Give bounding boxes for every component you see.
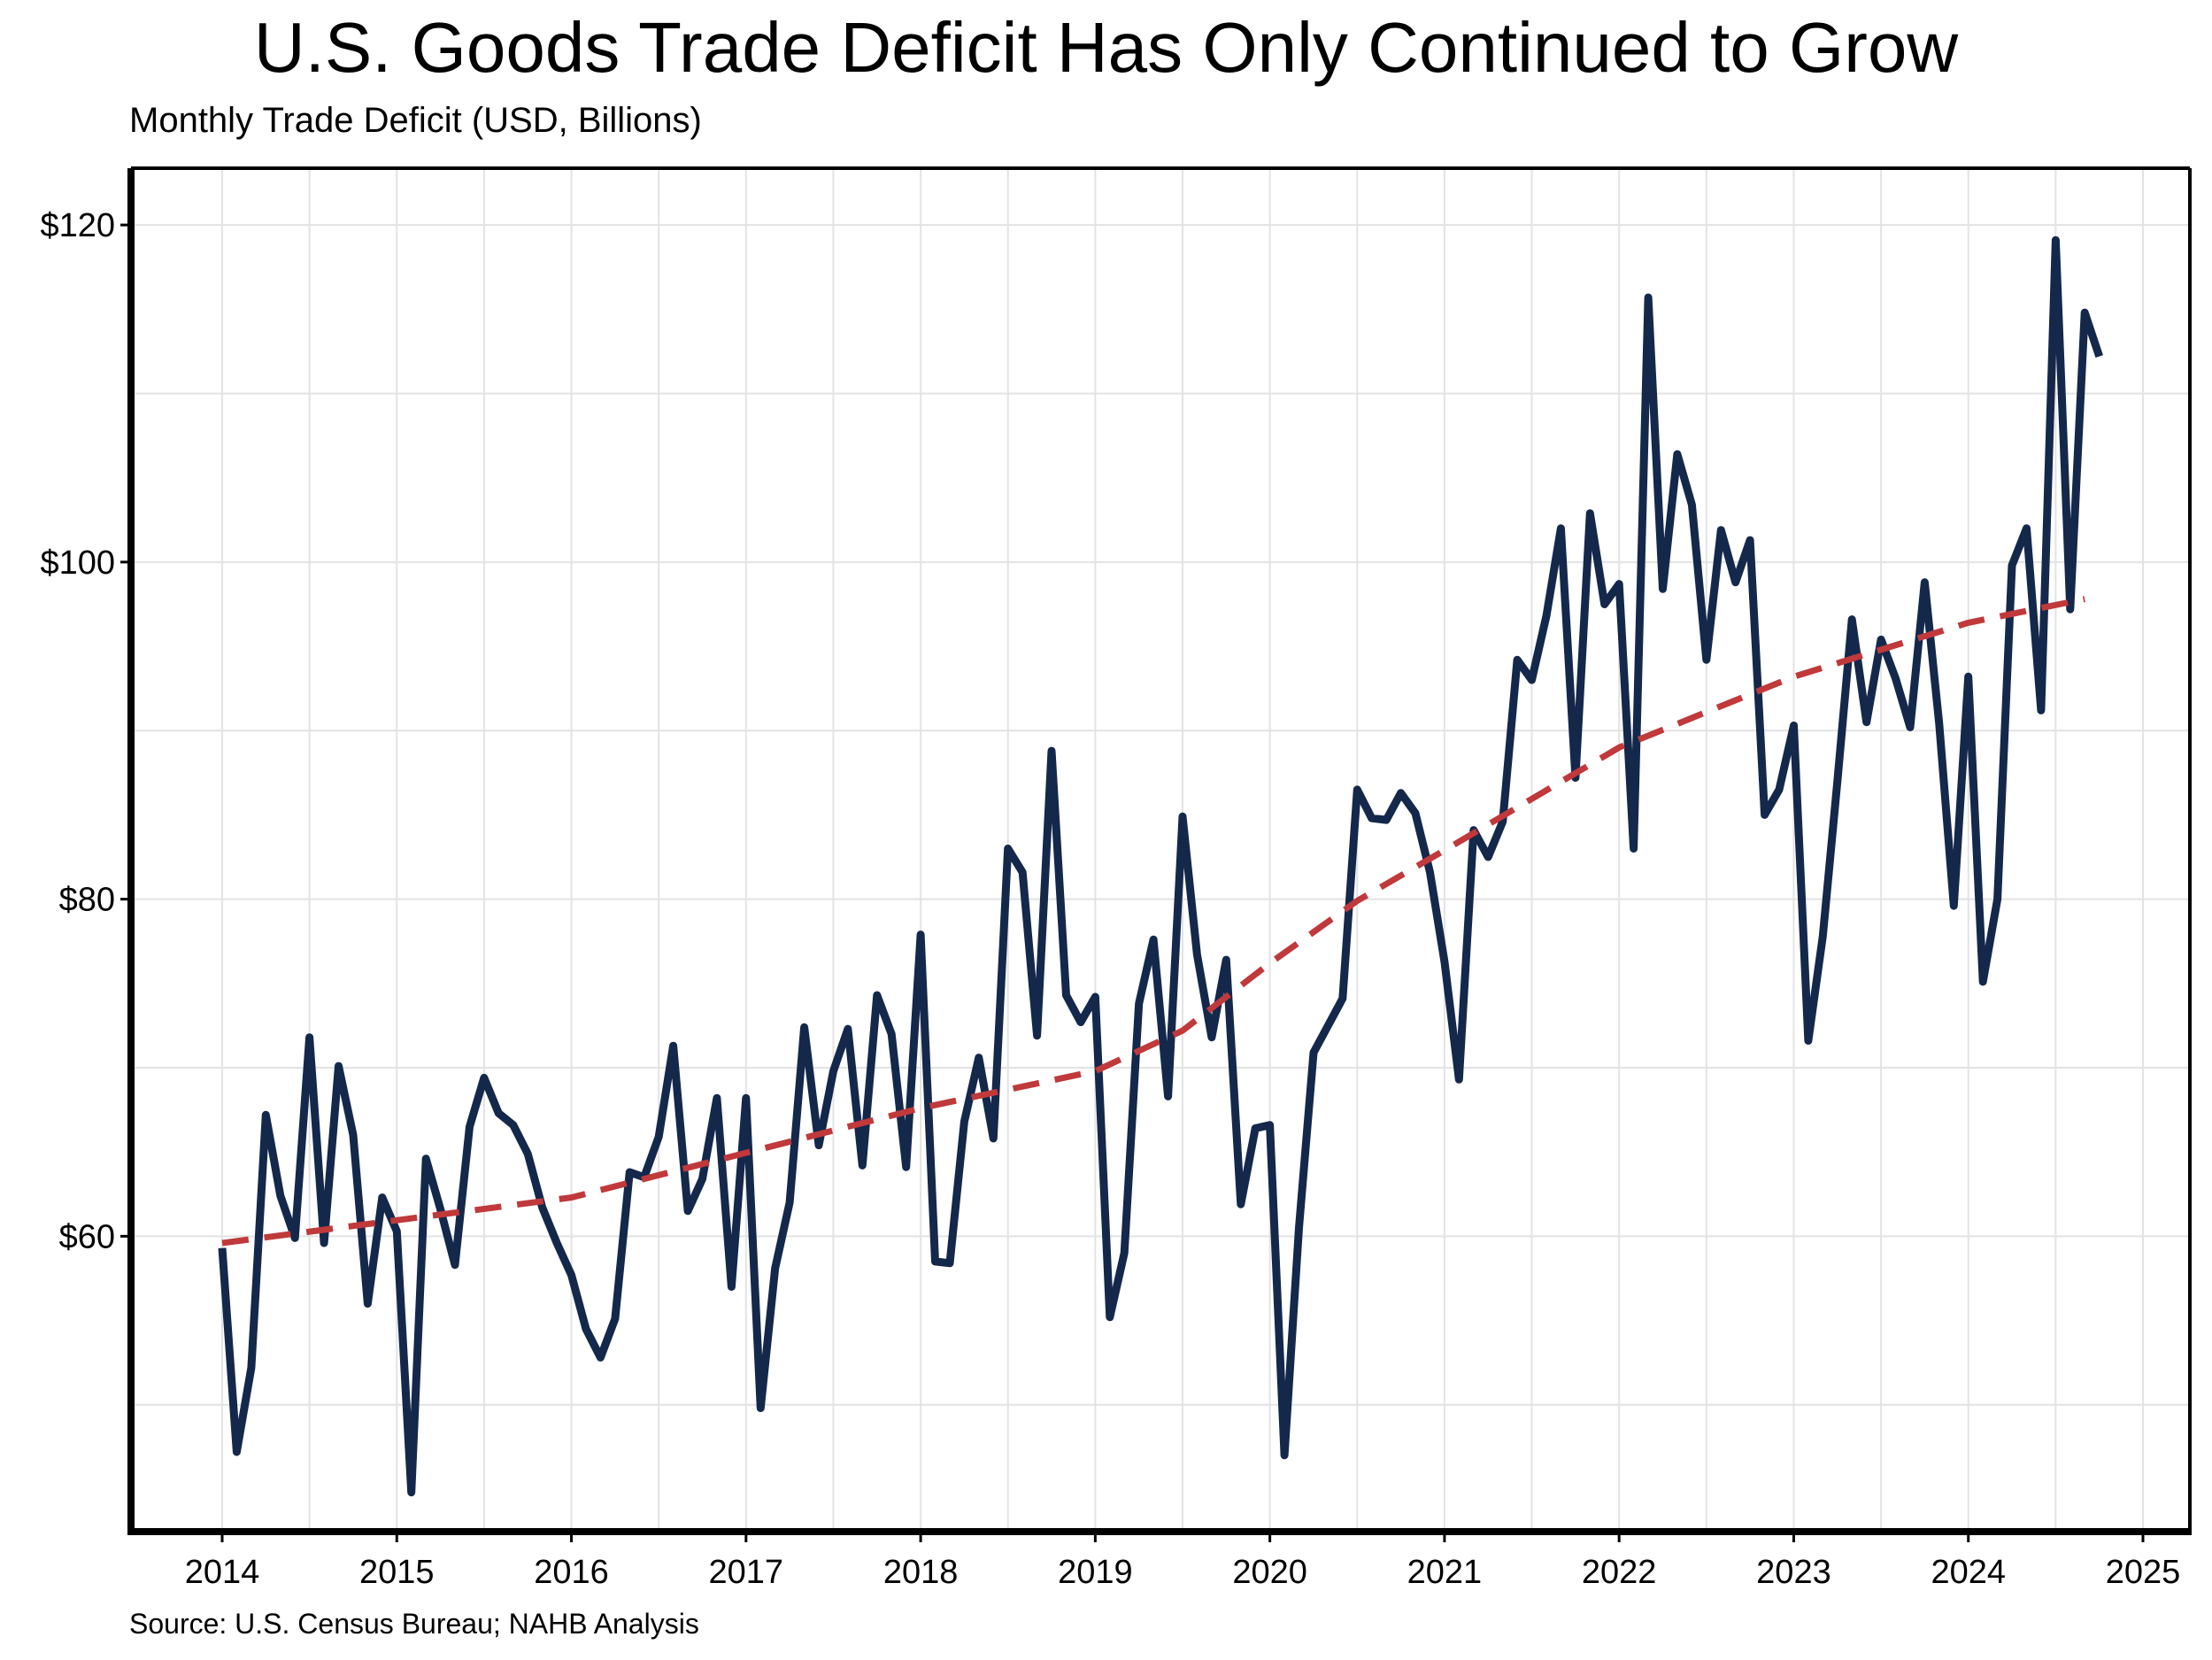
x-tick-label: 2025 (2106, 1554, 2181, 1591)
trend-line (221, 596, 2085, 1247)
chart-title: U.S. Goods Trade Deficit Has Only Contin… (253, 8, 1959, 87)
x-tick-label: 2015 (359, 1554, 435, 1591)
tick-labels: 2014 2015 2016 2017 2018 2019 2020 2021 2022 2023… (40, 207, 2180, 1591)
y-tick-label: $80 (59, 882, 115, 919)
chart-subtitle: Monthly Trade Deficit (USD, Billions) (129, 101, 702, 140)
grid-lines (131, 168, 2190, 1532)
y-tick-label: $100 (40, 544, 115, 582)
x-tick-label: 2022 (1582, 1554, 1657, 1591)
y-tick-label: $120 (40, 207, 115, 244)
x-tick-label: 2020 (1232, 1554, 1307, 1591)
x-tick-label: 2017 (709, 1554, 784, 1591)
x-tick-label: 2016 (534, 1554, 609, 1591)
axes (120, 166, 2192, 1542)
y-tick-label: $60 (59, 1218, 115, 1255)
x-tick-label: 2023 (1756, 1554, 1831, 1591)
x-tick-label: 2021 (1407, 1554, 1483, 1591)
series-group (218, 235, 2103, 1497)
x-tick-label: 2024 (1931, 1554, 2006, 1591)
x-tick-label: 2019 (1058, 1554, 1133, 1591)
x-tick-label: 2014 (185, 1554, 260, 1591)
x-tick-label: 2018 (883, 1554, 959, 1591)
source-note: Source: U.S. Census Bureau; NAHB Analysi… (129, 1608, 699, 1640)
deficit-line (218, 235, 2103, 1497)
